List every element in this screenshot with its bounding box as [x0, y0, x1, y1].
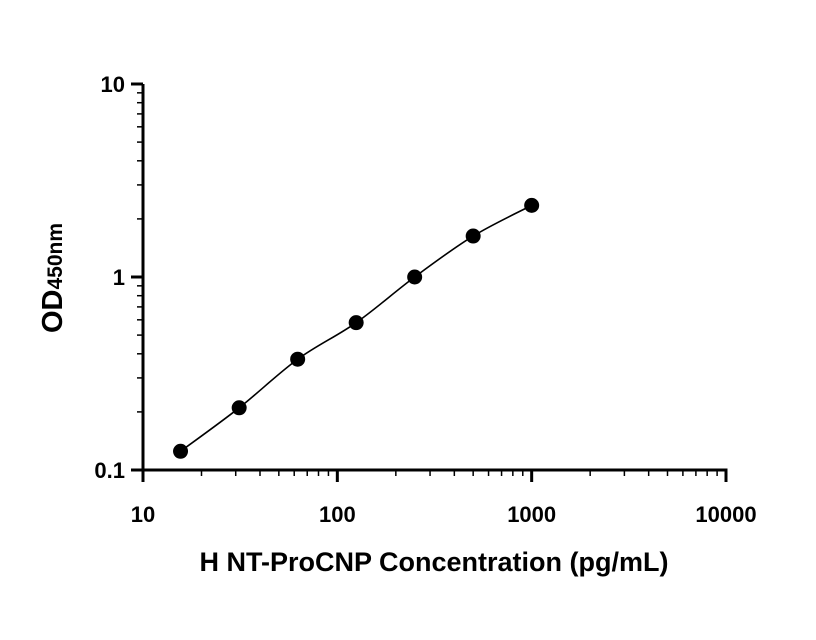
y-tick-label: 0.1	[94, 458, 125, 483]
data-point	[524, 197, 540, 213]
x-axis-ticks: 10 100 1000 10000	[131, 470, 757, 527]
y-axis-title-main: OD	[37, 290, 69, 334]
y-axis-title: OD450nm	[37, 223, 69, 333]
data-point	[348, 315, 364, 331]
y-axis-ticks: 0.1 1 10	[94, 72, 143, 483]
data-points	[173, 197, 540, 459]
data-point	[290, 351, 306, 367]
x-tick-label: 10000	[695, 502, 756, 527]
y-axis-title-subscript: 450nm	[44, 223, 67, 290]
x-tick-label: 10	[131, 502, 155, 527]
x-tick-label: 100	[319, 502, 356, 527]
y-tick-label: 10	[101, 72, 125, 97]
data-point	[407, 269, 423, 285]
y-tick-label: 1	[113, 265, 125, 290]
data-point	[231, 400, 247, 416]
data-point	[173, 443, 189, 459]
data-point	[465, 228, 481, 244]
x-tick-label: 1000	[507, 502, 556, 527]
x-axis-title: H NT-ProCNP Concentration (pg/mL)	[200, 547, 669, 577]
